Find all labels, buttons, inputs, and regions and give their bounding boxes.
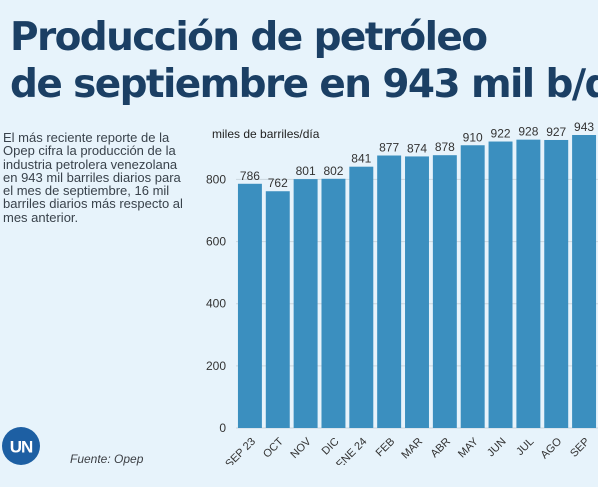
y-tick-label: 400 — [206, 297, 226, 311]
bar — [321, 178, 346, 428]
bar — [349, 166, 374, 428]
y-axis-ticks: 0 200 400 600 800 — [206, 172, 226, 435]
un-logo: UN — [2, 427, 40, 465]
headline-line-2: de septiembre en 943 mil b/d — [10, 62, 598, 107]
x-tick-label: ABR — [428, 436, 453, 461]
bars — [237, 135, 597, 429]
bar — [572, 135, 597, 428]
x-tick-label: FEB — [374, 436, 398, 460]
value-label: 841 — [351, 152, 371, 166]
value-labels: 786 762 801 802 841 877 874 878 910 922 928 927 943 — [240, 120, 595, 190]
x-tick-label: SEP 23 — [223, 436, 258, 465]
x-tick-label: AGO — [539, 435, 565, 461]
value-label: 878 — [435, 140, 455, 154]
bar — [516, 139, 541, 429]
y-tick-label: 600 — [206, 235, 226, 249]
y-tick-label: 0 — [219, 421, 226, 435]
y-tick-label: 200 — [206, 359, 226, 373]
summary-text: El más reciente reporte de la Opep cifra… — [3, 130, 183, 225]
x-tick-label: SEP — [568, 436, 592, 460]
bar — [377, 155, 402, 428]
value-label: 922 — [491, 127, 511, 141]
bar — [293, 179, 318, 428]
value-label: 874 — [407, 141, 427, 155]
value-label: 786 — [240, 169, 260, 183]
y-axis-label: miles de barriles/día — [212, 127, 320, 141]
value-label: 928 — [518, 125, 538, 139]
y-tick-label: 800 — [206, 172, 226, 186]
headline: Producción de petróleo de septiembre en … — [10, 14, 598, 108]
logo-text: UN — [10, 438, 33, 457]
x-tick-label: DIC — [320, 436, 342, 458]
headline-line-1: Producción de petróleo — [10, 15, 488, 60]
bar — [432, 155, 457, 429]
bar-chart: 0 200 400 600 800 786 762 801 802 841 877 874 878 91… — [206, 120, 598, 465]
source-note: Fuente: Opep — [70, 452, 144, 466]
value-label: 802 — [323, 164, 343, 178]
bar — [544, 139, 569, 428]
x-tick-label: NOV — [288, 435, 314, 461]
bar — [488, 141, 513, 429]
bar — [460, 145, 485, 428]
value-label: 877 — [379, 141, 399, 155]
x-tick-label: ENE 24 — [334, 436, 369, 465]
x-tick-label: MAY — [456, 435, 481, 460]
value-label: 927 — [546, 125, 566, 139]
x-tick-label: OCT — [261, 435, 286, 460]
bar — [265, 191, 290, 428]
bar — [237, 183, 262, 428]
value-label: 762 — [268, 176, 288, 190]
x-tick-label: MAR — [399, 436, 425, 462]
value-label: 943 — [574, 120, 594, 134]
x-tick-label: JUN — [485, 436, 509, 460]
value-label: 801 — [296, 164, 316, 178]
x-tick-label: JUL — [514, 436, 536, 458]
value-label: 910 — [463, 130, 483, 144]
bar — [405, 156, 429, 428]
